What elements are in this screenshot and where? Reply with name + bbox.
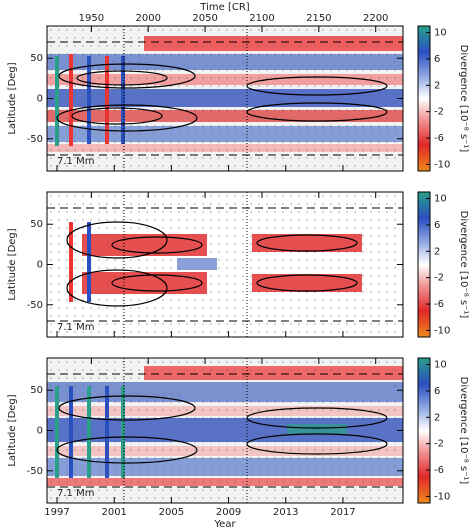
top-tick-label: 1950 [79, 13, 104, 24]
colorbar-tick-label: 2 [434, 80, 440, 91]
x-axis-label: Year [213, 519, 236, 530]
colorbar-tick-label: -2 [434, 439, 444, 450]
top-tick-label: 2000 [136, 13, 161, 24]
x-tick-label: 1997 [44, 507, 69, 518]
y-tick-label: 0 [37, 260, 43, 271]
field-3 [47, 358, 403, 503]
x-tick-label: 2001 [101, 507, 126, 518]
y-tick-label: 0 [37, 94, 43, 105]
y-tick-label: 50 [30, 219, 43, 230]
colorbar-label: Divergence [10⁻⁸ s⁻¹] [458, 377, 469, 485]
colorbar [417, 25, 431, 172]
y-tick-label: 50 [30, 385, 43, 396]
y-tick-label: -50 [27, 134, 43, 145]
x-tick-label: 2013 [273, 507, 298, 518]
y-axis-label: Latitude [Deg] [7, 62, 18, 134]
annotation: 7.1 Mm [57, 156, 94, 167]
y-tick-label: 0 [37, 426, 43, 437]
colorbar-tick-label: 6 [434, 54, 440, 65]
colorbar-tick-label: 6 [434, 386, 440, 397]
y-tick-label: -50 [27, 300, 43, 311]
colorbar-tick-label: -10 [434, 159, 450, 170]
colorbar-label: Divergence [10⁻⁸ s⁻¹] [458, 45, 469, 153]
colorbar-tick-label: -2 [434, 107, 444, 118]
colorbar-tick-label: 2 [434, 412, 440, 423]
colorbar-tick-label: 10 [434, 28, 447, 39]
annotation: 7.1 Mm [57, 488, 94, 499]
top-tick-label: 2200 [363, 13, 388, 24]
field-1 [47, 26, 403, 171]
colorbar-tick-label: -10 [434, 491, 450, 502]
y-tick-label: 50 [30, 53, 43, 64]
colorbar-tick-label: -6 [434, 465, 444, 476]
y-axis-label: Latitude [Deg] [7, 228, 18, 300]
x-tick-label: 2017 [330, 507, 355, 518]
colorbar [417, 191, 431, 338]
colorbar [417, 357, 431, 504]
colorbar-label: Divergence [10⁻⁸ s⁻¹] [458, 211, 469, 319]
y-axis-label: Latitude [Deg] [7, 394, 18, 466]
colorbar-tick-label: 6 [434, 220, 440, 231]
colorbar-tick-label: 10 [434, 360, 447, 371]
top-tick-label: 2100 [249, 13, 274, 24]
colorbar-tick-label: -6 [434, 133, 444, 144]
y-tick-label: -50 [27, 466, 43, 477]
field-2 [47, 192, 403, 337]
x-tick-label: 2009 [216, 507, 241, 518]
top-tick-label: 2150 [306, 13, 331, 24]
annotation: 7.1 Mm [57, 322, 94, 333]
colorbar-tick-label: -6 [434, 299, 444, 310]
x-tick-label: 2005 [159, 507, 184, 518]
colorbar-tick-label: 2 [434, 246, 440, 257]
colorbar-tick-label: -2 [434, 273, 444, 284]
colorbar-tick-label: 10 [434, 194, 447, 205]
top-axis-label: Time [CR] [199, 2, 249, 13]
colorbar-tick-label: -10 [434, 325, 450, 336]
top-tick-label: 2050 [192, 13, 217, 24]
